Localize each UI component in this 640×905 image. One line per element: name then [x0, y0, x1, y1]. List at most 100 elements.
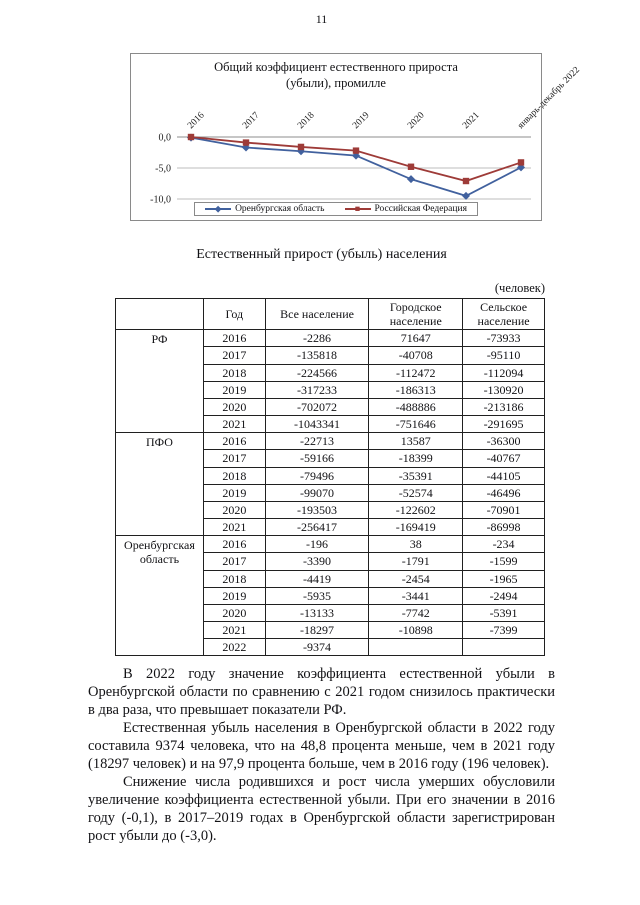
- value-cell: [368, 638, 464, 657]
- region-label: ПФО: [115, 432, 204, 537]
- value-cell: -291695: [462, 415, 545, 434]
- y-tick-label: -10,0: [150, 194, 171, 205]
- year-cell: 2020: [202, 603, 266, 622]
- value-cell: -3390: [264, 552, 370, 571]
- year-cell: 2016: [202, 535, 266, 554]
- value-cell: -196: [264, 535, 370, 554]
- x-axis-label: 2017: [241, 110, 262, 131]
- year-cell: 2021: [202, 620, 266, 640]
- data-point-marker: [242, 138, 250, 146]
- value-cell: -213186: [462, 397, 545, 417]
- table-row: 2018 -4419 -2454 -1965: [116, 569, 545, 588]
- value-cell: -702072: [264, 397, 370, 417]
- year-cell: 2020: [202, 500, 266, 520]
- value-cell: 38: [368, 535, 464, 554]
- value-cell: -193503: [264, 500, 370, 520]
- value-cell: -488886: [368, 397, 464, 417]
- table-header-row: Год Все население Городское население Сельс…: [115, 297, 545, 331]
- section-title: Естественный прирост (убыль) населения: [196, 247, 447, 262]
- paragraph-2: Естественная убыль населения в Оренбургс…: [88, 720, 555, 773]
- table-row: 2018 -224566 -112472 -112094: [116, 363, 545, 382]
- value-cell: -234: [462, 535, 545, 554]
- unit-note: (человек): [494, 281, 545, 295]
- value-cell: -36300: [462, 432, 545, 451]
- data-point-marker: [517, 158, 525, 166]
- value-cell: -9374: [264, 638, 370, 657]
- value-cell: [462, 638, 545, 657]
- year-cell: 2018: [202, 363, 266, 382]
- table-row: ПФО 2016 -22713 13587 -36300: [115, 432, 545, 537]
- chart-title-line2: (убыли), промилле: [286, 76, 386, 91]
- year-cell: 2018: [202, 569, 266, 588]
- value-cell: -135818: [264, 346, 370, 365]
- value-cell: -44105: [462, 466, 545, 485]
- value-cell: -1599: [462, 552, 545, 571]
- value-cell: -13133: [264, 603, 370, 622]
- data-point-marker: [462, 177, 470, 184]
- value-cell: -18297: [264, 620, 370, 640]
- year-cell: 2016: [202, 432, 266, 451]
- x-axis-label: 2016: [186, 110, 207, 131]
- value-cell: -186313: [368, 380, 464, 399]
- x-axis-label: 2021: [461, 110, 482, 131]
- square-marker-icon: ■: [344, 204, 371, 213]
- value-cell: -40708: [368, 346, 464, 365]
- value-cell: -2286: [264, 329, 370, 348]
- chart-legend: ◆ Оренбургская область ■ Российская Феде…: [194, 201, 478, 216]
- value-cell: -99070: [264, 483, 370, 502]
- paragraph-3: Снижение числа родившихся и рост числа у…: [88, 774, 555, 844]
- value-cell: -86998: [462, 518, 545, 537]
- table-row: 2021 -18297 -10898 -7399: [116, 620, 545, 640]
- value-cell: -70901: [462, 500, 545, 520]
- value-cell: -52574: [368, 483, 464, 502]
- year-cell: 2021: [202, 415, 266, 434]
- chart-title-line1: Общий коэффициент естественного прироста: [214, 60, 458, 74]
- value-cell: -256417: [264, 518, 370, 537]
- table-row: Оренбургская область 2016 -196 38 -234: [115, 535, 545, 657]
- chart-title: Общий коэффициент естественного прироста…: [131, 54, 541, 92]
- value-cell: -59166: [264, 449, 370, 468]
- table-row: РФ 2016 -2286 71647 -73933: [115, 329, 545, 434]
- value-cell: -130920: [462, 380, 545, 399]
- body-text: В 2022 году значение коэффициента естест…: [88, 666, 555, 846]
- value-cell: -2454: [368, 569, 464, 588]
- value-cell: -7742: [368, 603, 464, 622]
- column-header: [115, 297, 204, 331]
- value-cell: -40767: [462, 449, 545, 468]
- legend-label: Российская Федерация: [374, 203, 467, 214]
- table-row: 2017 -59166 -18399 -40767: [116, 449, 545, 468]
- value-cell: -169419: [368, 518, 464, 537]
- value-cell: -3441: [368, 586, 464, 605]
- value-cell: -7399: [462, 620, 545, 640]
- table-row: 2018 -79496 -35391 -44105: [116, 466, 545, 485]
- population-table: Год Все население Городское население Сельс…: [115, 297, 545, 657]
- value-cell: -122602: [368, 500, 464, 520]
- value-cell: -224566: [264, 363, 370, 382]
- y-tick-label: -5,0: [155, 163, 171, 174]
- value-cell: -73933: [462, 329, 545, 348]
- data-point-marker: [407, 174, 415, 183]
- legend-item-russian-federation: ■ Российская Федерация: [344, 203, 467, 214]
- table-row: 2017 -3390 -1791 -1599: [116, 552, 545, 571]
- data-point-marker: [462, 191, 470, 200]
- table-row: 2020 -193503 -122602 -70901: [116, 500, 545, 520]
- value-cell: -1965: [462, 569, 545, 588]
- value-cell: -5391: [462, 603, 545, 622]
- year-cell: 2020: [202, 397, 266, 417]
- value-cell: -18399: [368, 449, 464, 468]
- column-header: Все население: [264, 297, 370, 331]
- series-line: [190, 136, 522, 197]
- column-header: Городское население: [368, 297, 464, 331]
- value-cell: -22713: [264, 432, 370, 451]
- year-cell: 2017: [202, 552, 266, 571]
- data-point-marker: [297, 143, 305, 150]
- legend-label: Оренбургская область: [235, 203, 325, 214]
- x-axis-label: 2020: [406, 110, 427, 131]
- year-cell: 2021: [202, 518, 266, 537]
- year-cell: 2019: [202, 586, 266, 605]
- value-cell: -1043341: [264, 415, 370, 434]
- table-row: 2021 -1043341 -751646 -291695: [116, 415, 545, 434]
- value-cell: -5935: [264, 586, 370, 605]
- table-row: 2020 -13133 -7742 -5391: [116, 603, 545, 622]
